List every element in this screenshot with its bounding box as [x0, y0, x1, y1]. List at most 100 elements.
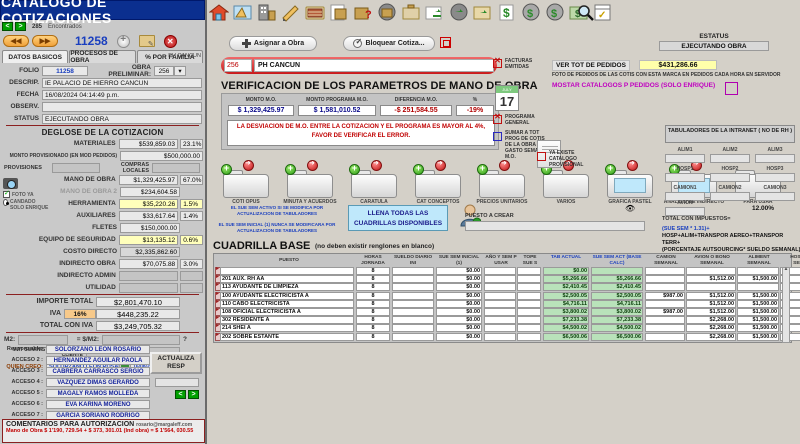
- search-icon[interactable]: [577, 4, 595, 22]
- cell-tope[interactable]: [517, 291, 541, 300]
- cell-avion[interactable]: $2,268.00: [686, 316, 736, 325]
- actualiza-resp-button[interactable]: ACTUALIZA RESP: [150, 352, 202, 374]
- cell-tab[interactable]: $2,410.45: [543, 283, 589, 292]
- cell-puesto[interactable]: 100 AYUDANTE ELECTRICISTA A: [220, 291, 354, 300]
- ver-tot-pedidos-button[interactable]: VER TOT DE PEDIDOS: [552, 60, 630, 71]
- cell-avion[interactable]: [686, 283, 736, 292]
- folder-coti-opus[interactable]: [223, 168, 269, 198]
- cell-sueldo[interactable]: [392, 283, 434, 292]
- edit-folder-icon[interactable]: [138, 35, 155, 48]
- cell-sueact[interactable]: $6,500.06: [591, 332, 643, 341]
- add-caratula-icon[interactable]: [349, 163, 360, 175]
- cell-sueact[interactable]: $3,800.02: [591, 307, 643, 316]
- cell-sueact[interactable]: $5,266.66: [591, 275, 643, 284]
- cell-sueact[interactable]: [591, 267, 643, 275]
- cell-hosp[interactable]: $1,170.00: [780, 291, 800, 300]
- cell-tope[interactable]: [517, 275, 541, 284]
- herramienta-value[interactable]: $35,220.26: [118, 198, 179, 209]
- acceso-value[interactable]: HERNANDEZ AGUILAR PAOLA: [46, 355, 150, 365]
- cell-camion[interactable]: [645, 316, 685, 325]
- cell-tope[interactable]: [517, 267, 541, 275]
- mostrar-catalogos-link[interactable]: MOSTAR CATALOGOS P PEDIDOS (SOLO ENRIQUE…: [552, 82, 716, 89]
- cell-horas[interactable]: 8: [356, 299, 390, 308]
- tab-procesos-obra[interactable]: PROCESOS DE OBRA: [69, 50, 136, 64]
- checklist-icon[interactable]: ✓: [593, 3, 613, 22]
- m2-result-field[interactable]: [102, 334, 180, 345]
- folder-grafica-pastel[interactable]: [607, 168, 653, 198]
- cell-tab[interactable]: $0.00: [543, 267, 589, 275]
- last-record-button[interactable]: ▶▶: [32, 35, 58, 47]
- obra-preliminar-field[interactable]: 256: [154, 65, 174, 76]
- sumar-tot-checkbox[interactable]: [493, 132, 502, 141]
- cell-avion[interactable]: $1,512.00: [686, 275, 736, 284]
- camera-icon[interactable]: [3, 178, 18, 189]
- cell-tab[interactable]: $7,233.38: [543, 316, 589, 325]
- add-icon[interactable]: [116, 34, 130, 48]
- folder-varios[interactable]: [543, 168, 589, 198]
- cell-aliment[interactable]: [737, 283, 779, 292]
- observ-field[interactable]: [42, 101, 202, 112]
- building-icon[interactable]: [257, 3, 277, 22]
- cell-avion[interactable]: $2,268.00: [686, 324, 736, 333]
- cell-tab[interactable]: $2,500.05: [543, 291, 589, 300]
- cell-tope[interactable]: [517, 283, 541, 292]
- cell-puesto[interactable]: 113 AYUDANTE DE LIMPIEZA: [220, 283, 354, 292]
- cell-horas[interactable]: 8: [356, 291, 390, 300]
- cell-aliment[interactable]: $1,500.00: [737, 316, 779, 325]
- cell-sueldo[interactable]: [392, 316, 434, 325]
- cell-aliment[interactable]: $1,500.00: [737, 299, 779, 308]
- eye-icon[interactable]: 👁: [625, 204, 636, 213]
- mano-de-obra-value[interactable]: $1,329,425.97: [118, 174, 178, 185]
- avion-field[interactable]: [665, 207, 705, 216]
- cotizacion-name-field[interactable]: PH CANCUN: [254, 59, 494, 72]
- money-circle-2-icon[interactable]: $: [545, 3, 565, 22]
- foto-ya-checkbox[interactable]: [3, 189, 10, 198]
- first-record-button[interactable]: ◀◀: [3, 35, 29, 47]
- prev-record-button[interactable]: <: [2, 22, 13, 31]
- cell-tab[interactable]: $4,500.02: [543, 324, 589, 333]
- cell-avion[interactable]: [686, 267, 736, 275]
- cell-sueact[interactable]: $2,500.05: [591, 291, 643, 300]
- folder-export-icon[interactable]: [425, 3, 445, 22]
- calendar-icon[interactable]: JULY 17: [495, 85, 519, 111]
- cell-aliment[interactable]: $1,500.00: [737, 275, 779, 284]
- cell-camion[interactable]: [645, 275, 685, 284]
- hosp3-field[interactable]: [755, 173, 795, 182]
- fletes-value[interactable]: $150,000.00: [120, 222, 180, 233]
- acceso-value[interactable]: MAGALY RAMOS MOLLEDA: [46, 388, 150, 398]
- cell-suesem[interactable]: $0.00: [436, 283, 482, 292]
- cell-sueldo[interactable]: [392, 332, 434, 341]
- monto-provisionado-value[interactable]: $500,000.00: [120, 150, 203, 161]
- cell-sueldo[interactable]: [392, 291, 434, 300]
- cell-aliment[interactable]: [737, 267, 779, 275]
- cell-puesto[interactable]: 202 SOBRE ESTANTE: [220, 332, 354, 341]
- close-icon[interactable]: [163, 34, 177, 48]
- cell-tope[interactable]: [517, 324, 541, 333]
- cell-hosp[interactable]: $1,170.00: [780, 324, 800, 333]
- cell-tope[interactable]: [517, 332, 541, 341]
- cell-camion[interactable]: [645, 283, 685, 292]
- cell-tope[interactable]: [517, 316, 541, 325]
- descripcion-field[interactable]: IE PALACIO DE HIERRO CANCUN: [42, 77, 202, 88]
- cell-tab[interactable]: $4,716.11: [543, 299, 589, 308]
- cell-hosp[interactable]: $1,170.00: [780, 307, 800, 316]
- auxiliares-value[interactable]: $33,617.64: [118, 210, 179, 221]
- open-cat-conceptos-icon[interactable]: [435, 159, 446, 171]
- cell-anio[interactable]: [484, 299, 516, 308]
- cell-puesto[interactable]: 110 CABO ELECTRICISTA: [220, 299, 354, 308]
- cell-suesem[interactable]: $0.00: [436, 316, 482, 325]
- cell-camion[interactable]: [645, 299, 685, 308]
- acceso-value[interactable]: SOLORZANO LEON ROSARIO: [46, 344, 150, 354]
- add-grafica-pastel-icon[interactable]: [605, 163, 616, 175]
- cell-anio[interactable]: [484, 324, 516, 333]
- cotizacion-number-field[interactable]: 256: [224, 59, 252, 72]
- table-row[interactable]: 8$0.00$0.00$0.0011258: [214, 265, 800, 275]
- red-square-icon[interactable]: [440, 37, 451, 48]
- cell-suesem[interactable]: $0.00: [436, 275, 482, 284]
- cell-camion[interactable]: $987.00: [645, 291, 685, 300]
- cell-puesto[interactable]: 201 AUX. RH AA: [220, 275, 354, 284]
- cell-horas[interactable]: 8: [356, 324, 390, 333]
- table-row[interactable]: 214 SHEI A8 $0.00 $4,500.02$4,500.02 $2,268…: [214, 322, 800, 333]
- mostrar-catalogos-checkbox[interactable]: [725, 82, 738, 95]
